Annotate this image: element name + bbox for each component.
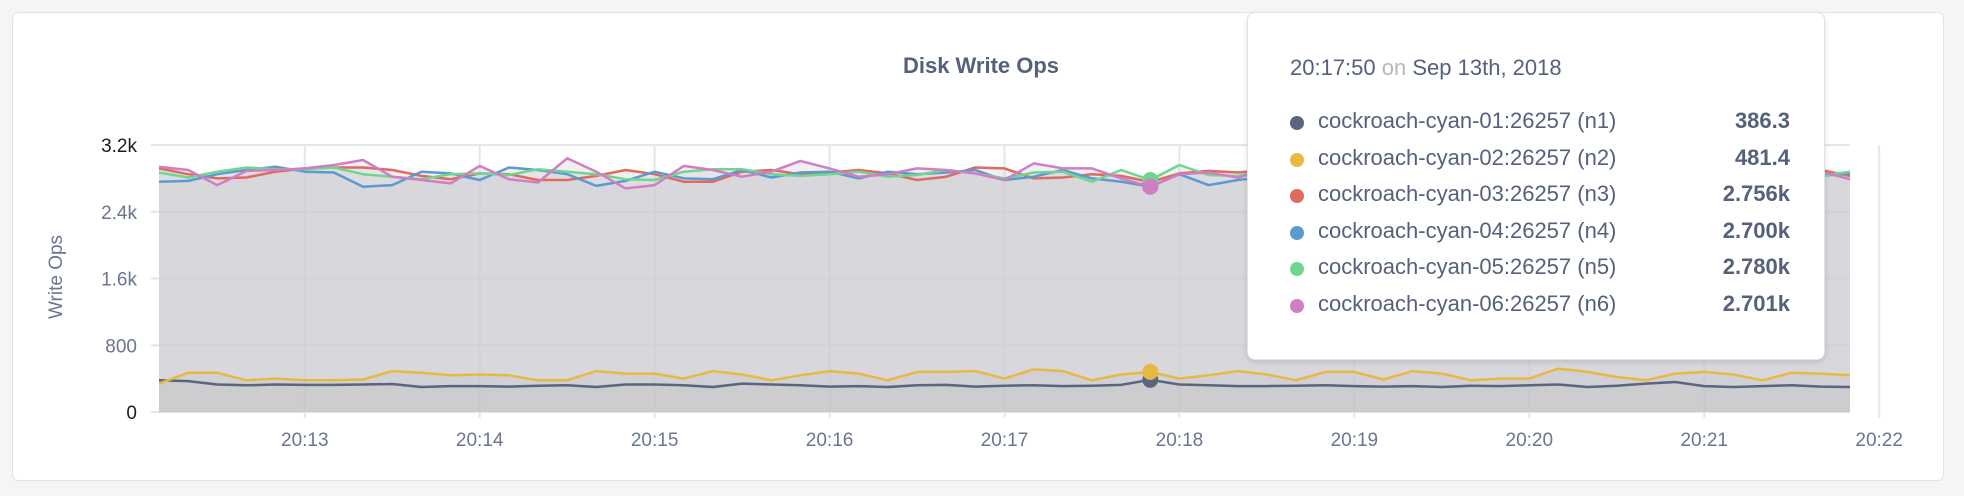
series-line-2 xyxy=(158,367,1851,385)
tooltip-date: Sep 13th, 2018 xyxy=(1412,55,1562,80)
series-area-2 xyxy=(159,368,1850,412)
series-value: 2.700k xyxy=(1722,217,1790,243)
series-value: 2.701k xyxy=(1722,291,1790,316)
series-color-dot-icon xyxy=(1290,116,1304,130)
series-name: cockroach-cyan-01:26257 (n1) xyxy=(1318,108,1617,133)
hover-marker-6 xyxy=(1142,178,1159,195)
series-line-1 xyxy=(158,378,1851,389)
series-color-dot-icon xyxy=(1290,262,1304,277)
x-tick-label: 20:19 xyxy=(1331,430,1379,451)
x-tick-label: 20:15 xyxy=(631,430,679,451)
tooltip-row: cockroach-cyan-03:26257 (n3) 2.756k xyxy=(1290,181,1790,211)
hover-tooltip: 20:17:50 on Sep 13th, 2018 cockroach-cya… xyxy=(1247,12,1825,360)
series-color-dot-icon xyxy=(1290,225,1304,240)
y-tick-label: 3.2k xyxy=(101,136,137,157)
x-tick-label: 20:16 xyxy=(806,430,854,451)
series-name: cockroach-cyan-03:26257 (n3) xyxy=(1318,181,1617,207)
y-tick-label: 800 xyxy=(105,336,137,357)
x-tick-label: 20:22 xyxy=(1855,430,1903,451)
hover-marker-2 xyxy=(1142,363,1159,380)
y-tick-label: 0 xyxy=(126,403,137,424)
x-tick-label: 20:21 xyxy=(1680,430,1728,451)
tooltip-row: cockroach-cyan-02:26257 (n2) 481.4 xyxy=(1290,145,1790,175)
series-name: cockroach-cyan-06:26257 (n6) xyxy=(1318,291,1617,316)
x-tick-label: 20:18 xyxy=(1156,430,1204,451)
x-tick-label: 20:17 xyxy=(981,430,1029,451)
series-name: cockroach-cyan-02:26257 (n2) xyxy=(1318,144,1617,170)
series-name: cockroach-cyan-05:26257 (n5) xyxy=(1318,254,1617,280)
tooltip-time: 20:17:50 xyxy=(1290,55,1376,80)
series-value: 2.756k xyxy=(1722,181,1790,207)
tooltip-row: cockroach-cyan-05:26257 (n5) 2.780k xyxy=(1290,254,1790,284)
series-value: 2.780k xyxy=(1722,254,1790,280)
series-value: 481.4 xyxy=(1734,144,1790,170)
tooltip-on: on xyxy=(1381,55,1407,80)
tooltip-row: cockroach-cyan-06:26257 (n6) 2.701k xyxy=(1290,291,1790,321)
series-value: 386.3 xyxy=(1734,108,1790,133)
tooltip-row: cockroach-cyan-04:26257 (n4) 2.700k xyxy=(1290,218,1790,248)
series-area-1 xyxy=(159,379,1850,412)
y-tick-label: 2.4k xyxy=(101,203,137,224)
series-color-dot-icon xyxy=(1290,152,1304,167)
y-axis-label: Write Ops xyxy=(46,235,67,319)
x-tick-label: 20:20 xyxy=(1506,430,1554,451)
series-color-dot-icon xyxy=(1290,299,1304,313)
series-name: cockroach-cyan-04:26257 (n4) xyxy=(1318,217,1617,243)
tooltip-title: 20:17:50 on Sep 13th, 2018 xyxy=(1290,55,1562,81)
series-color-dot-icon xyxy=(1290,189,1304,204)
chart-title: Disk Write Ops xyxy=(903,53,1059,78)
y-tick-label: 1.6k xyxy=(101,270,137,291)
x-tick-label: 20:14 xyxy=(456,430,504,451)
tooltip-row: cockroach-cyan-01:26257 (n1) 386.3 xyxy=(1290,108,1790,138)
x-tick-label: 20:13 xyxy=(281,430,329,451)
